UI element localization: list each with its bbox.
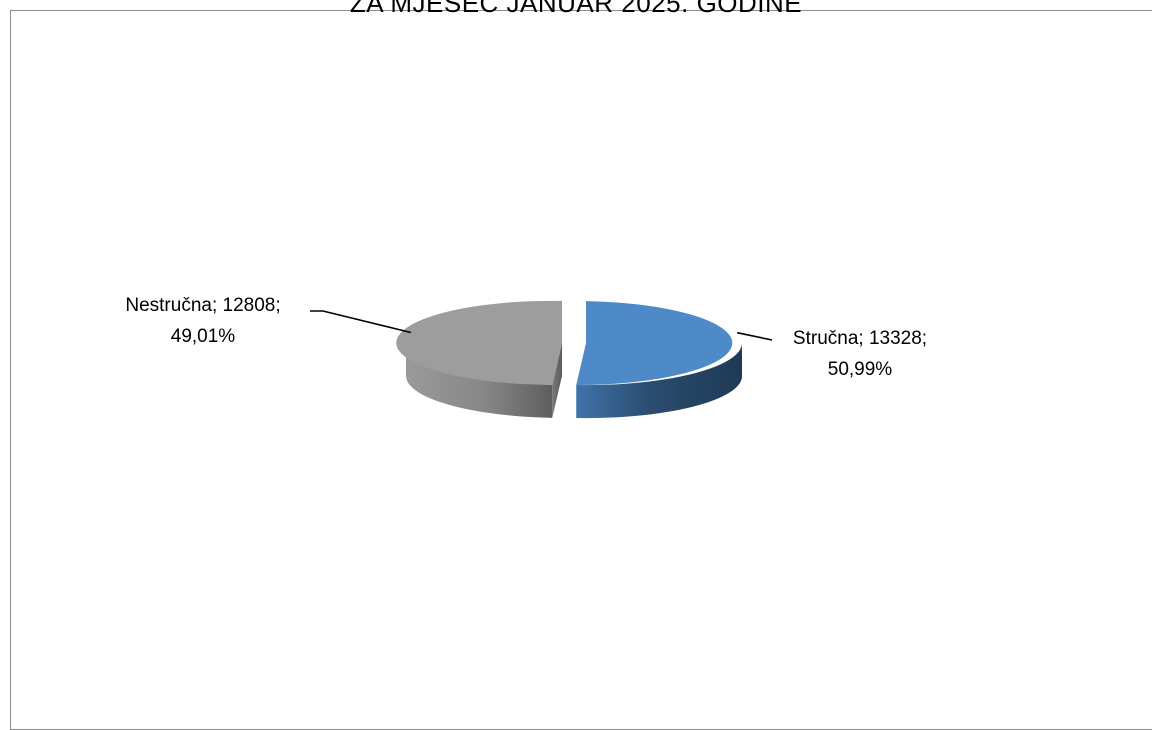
leader-line-nestrucna (310, 310, 412, 334)
data-label-strucna: Stručna; 13328; 50,99% (793, 328, 927, 380)
chart-title: ZA MJESEC JANUAR 2025. GODINE (349, 0, 803, 18)
pie-chart: Stručna; 13328; 50,99% Nestručna; 12808; 49… (125, 295, 927, 419)
slice-nestrucna-cut (552, 342, 563, 418)
slice-nestrucna-side (406, 342, 553, 418)
slice-strucna (576, 301, 733, 386)
leader-line-strucna (736, 331, 773, 341)
slice-nestrucna (396, 300, 563, 385)
data-label-nestrucna: Nestručna; 12808; 49,01% (125, 295, 280, 347)
slice-strucna-side (576, 343, 742, 419)
